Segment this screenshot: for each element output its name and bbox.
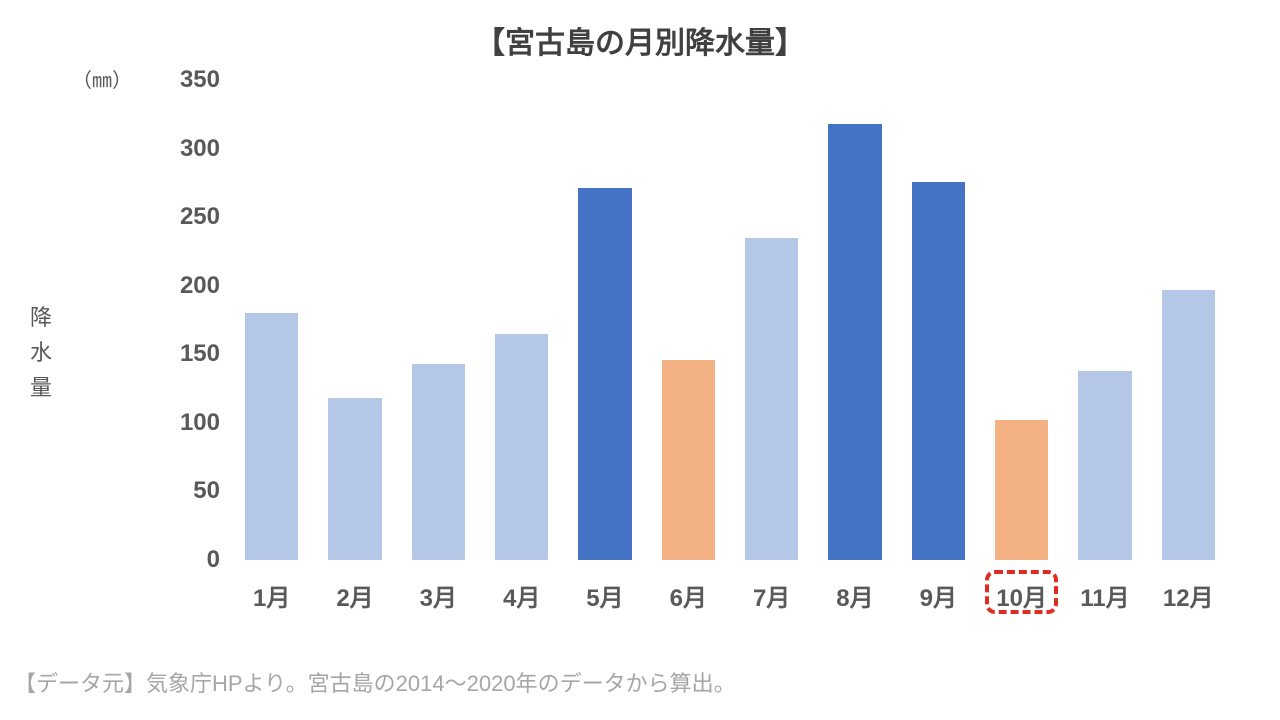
y-unit-label: （㎜） <box>72 64 132 93</box>
x-tick-label: 2月 <box>313 578 396 613</box>
bar <box>1162 290 1215 560</box>
y-tick-label: 0 <box>140 546 220 574</box>
bar <box>662 360 715 560</box>
x-tick-label: 5月 <box>563 578 646 613</box>
x-tick-label: 12月 <box>1147 578 1230 613</box>
plot-area: 050100150200250300350 1月2月3月4月5月6月7月8月9月… <box>230 80 1230 560</box>
bar-slot <box>1147 80 1230 560</box>
x-tick-label: 6月 <box>647 578 730 613</box>
bar-slot <box>813 80 896 560</box>
bar <box>245 313 298 560</box>
bar <box>1078 371 1131 560</box>
bar-slot <box>563 80 646 560</box>
x-labels: 1月2月3月4月5月6月7月8月9月10月11月12月 <box>230 560 1230 613</box>
bar <box>578 188 631 560</box>
bar <box>745 238 798 560</box>
bar <box>995 420 1048 560</box>
bar <box>495 334 548 560</box>
bar-slot <box>647 80 730 560</box>
x-tick-label: 1月 <box>230 578 313 613</box>
y-axis-label-char: 水 <box>30 335 52 370</box>
x-tick-label: 11月 <box>1063 578 1146 613</box>
x-tick-label: 9月 <box>897 578 980 613</box>
y-axis-label: 降水量 <box>30 300 52 406</box>
bar-slot <box>480 80 563 560</box>
y-tick-label: 200 <box>140 272 220 300</box>
bar-slot <box>230 80 313 560</box>
y-ticks: 050100150200250300350 <box>140 80 220 560</box>
y-tick-label: 250 <box>140 203 220 231</box>
y-tick-label: 350 <box>140 66 220 94</box>
x-tick-label: 7月 <box>730 578 813 613</box>
bar <box>912 182 965 561</box>
chart-footnote: 【データ元】気象庁HPより。宮古島の2014～2020年のデータから算出。 <box>14 666 736 698</box>
bar <box>828 124 881 560</box>
y-tick-label: 300 <box>140 135 220 163</box>
bar-slot <box>897 80 980 560</box>
bar-slot <box>397 80 480 560</box>
highlight-box <box>985 570 1058 614</box>
x-tick-label: 10月 <box>980 578 1063 613</box>
y-tick-label: 150 <box>140 340 220 368</box>
x-tick-label: 4月 <box>480 578 563 613</box>
bar <box>412 364 465 560</box>
bar <box>328 398 381 560</box>
y-tick-label: 50 <box>140 477 220 505</box>
x-tick-label: 3月 <box>397 578 480 613</box>
y-axis-label-char: 降 <box>30 300 52 335</box>
bar-slot <box>730 80 813 560</box>
chart-container: 【宮古島の月別降水量】 （㎜） 降水量 05010015020025030035… <box>0 0 1280 720</box>
y-axis-label-char: 量 <box>30 370 52 405</box>
bar-slot <box>980 80 1063 560</box>
bars-group <box>230 80 1230 560</box>
chart-title: 【宮古島の月別降水量】 <box>0 18 1280 62</box>
y-tick-label: 100 <box>140 409 220 437</box>
bar-slot <box>1063 80 1146 560</box>
x-tick-label: 8月 <box>813 578 896 613</box>
bar-slot <box>313 80 396 560</box>
